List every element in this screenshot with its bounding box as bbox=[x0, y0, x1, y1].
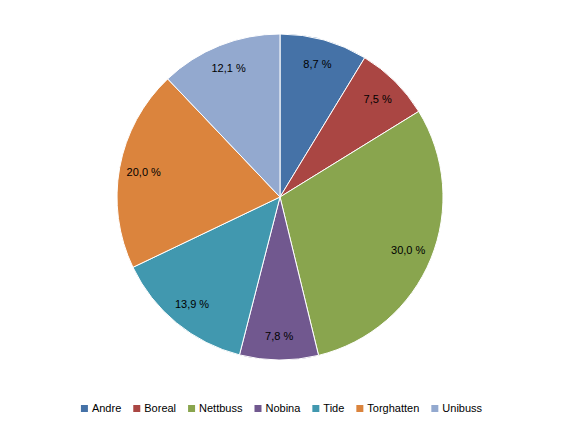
data-label: 8,7 % bbox=[303, 58, 331, 70]
legend-label: Torghatten bbox=[367, 402, 419, 414]
legend-label: Boreal bbox=[144, 402, 176, 414]
pie-slice bbox=[168, 34, 280, 197]
data-label: 7,8 % bbox=[265, 330, 293, 342]
data-label: 7,5 % bbox=[364, 93, 392, 105]
data-label: 20,0 % bbox=[127, 166, 161, 178]
legend-swatch bbox=[312, 405, 319, 412]
legend-label: Unibuss bbox=[442, 402, 482, 414]
legend-swatch bbox=[254, 405, 261, 412]
legend-label: Nobina bbox=[265, 402, 301, 414]
data-label: 12,1 % bbox=[211, 62, 245, 74]
legend-swatch bbox=[356, 405, 363, 412]
legend-swatch bbox=[431, 405, 438, 412]
legend-swatch bbox=[133, 405, 140, 412]
data-label: 30,0 % bbox=[391, 244, 425, 256]
data-label: 13,9 % bbox=[175, 298, 209, 310]
legend: Andre Boreal Nettbuss Nobina Tide Torghatten U… bbox=[81, 402, 483, 414]
legend-swatch bbox=[81, 405, 88, 412]
legend-swatch bbox=[188, 405, 195, 412]
legend-label: Nettbuss bbox=[199, 402, 243, 414]
legend-label: Andre bbox=[92, 402, 121, 414]
legend-label: Tide bbox=[323, 402, 344, 414]
chart: 8,7 % 7,5 % 30,0 % 7,8 % 13,9 % 20,0 % 12,1 % A… bbox=[0, 0, 563, 426]
pie bbox=[117, 34, 443, 360]
data-labels: 8,7 % 7,5 % 30,0 % 7,8 % 13,9 % 20,0 % 12,1 % bbox=[127, 58, 426, 342]
